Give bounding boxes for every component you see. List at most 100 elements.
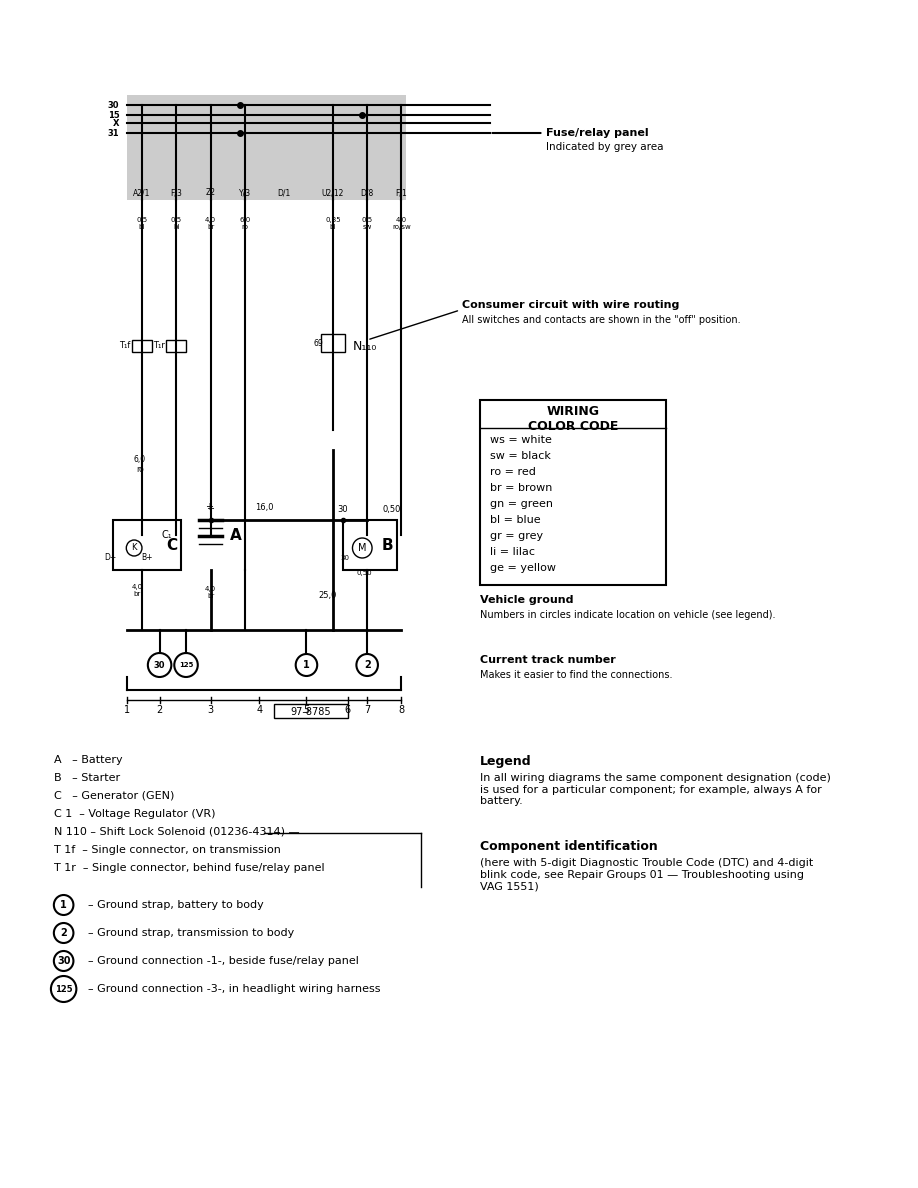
Text: 30: 30 — [57, 956, 71, 966]
Text: Indicated by grey area: Indicated by grey area — [546, 143, 664, 152]
Text: Numbers in circles indicate location on vehicle (see legend).: Numbers in circles indicate location on … — [480, 609, 776, 620]
Text: B+: B+ — [141, 552, 152, 562]
Text: 0,5
bl: 0,5 bl — [171, 217, 182, 230]
Text: T₁r: T₁r — [152, 341, 164, 350]
Text: 8: 8 — [398, 704, 405, 715]
Text: Legend: Legend — [480, 756, 532, 767]
Text: 30: 30 — [108, 101, 119, 109]
Text: – Ground strap, battery to body: – Ground strap, battery to body — [88, 901, 263, 910]
Text: B   – Starter: B – Starter — [54, 773, 120, 783]
Text: B: B — [382, 538, 394, 552]
Text: T₁f: T₁f — [118, 341, 130, 350]
Text: 4: 4 — [256, 704, 263, 715]
Text: WIRING
COLOR CODE: WIRING COLOR CODE — [528, 405, 618, 432]
Text: ro = red: ro = red — [489, 467, 535, 478]
Text: 30: 30 — [338, 505, 348, 514]
Text: 2: 2 — [364, 661, 371, 670]
Text: 125: 125 — [179, 662, 193, 668]
Bar — [342, 520, 397, 570]
Text: Makes it easier to find the connections.: Makes it easier to find the connections. — [480, 670, 672, 680]
Text: 2: 2 — [156, 704, 162, 715]
Text: sw = black: sw = black — [489, 451, 551, 461]
Text: 6,0
ro: 6,0 ro — [134, 455, 146, 474]
Text: li = lilac: li = lilac — [489, 546, 534, 557]
Bar — [132, 340, 151, 352]
Text: 97-8785: 97-8785 — [290, 707, 330, 718]
Text: br = brown: br = brown — [489, 484, 552, 493]
Text: K: K — [131, 543, 137, 552]
Text: 125: 125 — [55, 985, 73, 993]
Text: 5: 5 — [303, 704, 309, 715]
Text: 4,0
br: 4,0 br — [131, 584, 142, 598]
Text: – Ground connection -1-, beside fuse/relay panel: – Ground connection -1-, beside fuse/rel… — [88, 956, 359, 966]
Text: gr = grey: gr = grey — [489, 531, 543, 541]
Text: C₁: C₁ — [162, 530, 173, 541]
Text: 1: 1 — [303, 661, 310, 670]
Text: bl = blue: bl = blue — [489, 516, 540, 525]
Bar — [166, 340, 186, 352]
Text: Y/3: Y/3 — [239, 188, 251, 197]
Text: D+: D+ — [105, 552, 117, 562]
Text: 0,5
sw: 0,5 sw — [362, 217, 373, 230]
Text: D/8: D/8 — [361, 188, 374, 197]
Text: All switches and contacts are shown in the "off" position.: All switches and contacts are shown in t… — [462, 315, 741, 326]
Text: X: X — [113, 119, 119, 127]
Text: 1: 1 — [61, 901, 67, 910]
Text: Fuse/relay panel: Fuse/relay panel — [546, 128, 649, 138]
Bar — [480, 400, 666, 584]
Text: C 1  – Voltage Regulator (VR): C 1 – Voltage Regulator (VR) — [54, 809, 216, 819]
Text: 4,0
br: 4,0 br — [205, 217, 216, 230]
Text: 0,5
bl: 0,5 bl — [137, 217, 148, 230]
Text: C   – Generator (GEN): C – Generator (GEN) — [54, 791, 174, 801]
Bar — [128, 95, 407, 200]
Text: F/3: F/3 — [171, 188, 182, 197]
Text: Z2: Z2 — [206, 188, 216, 197]
Text: T 1r  – Single connector, behind fuse/relay panel: T 1r – Single connector, behind fuse/rel… — [54, 862, 324, 873]
Text: 4,0
br: 4,0 br — [205, 586, 216, 599]
Text: D/1: D/1 — [277, 188, 291, 197]
Text: N₁₁₀: N₁₁₀ — [353, 340, 376, 353]
Bar — [113, 520, 181, 570]
Text: M: M — [358, 543, 366, 552]
Text: 0,35
bl: 0,35 bl — [325, 217, 341, 230]
Text: C: C — [166, 538, 177, 552]
Text: 7: 7 — [364, 704, 370, 715]
Bar — [274, 704, 348, 718]
Text: – Ground connection -3-, in headlight wiring harness: – Ground connection -3-, in headlight wi… — [88, 984, 381, 994]
Bar — [321, 334, 344, 352]
Text: 4,0
ro/sw: 4,0 ro/sw — [392, 217, 411, 230]
Text: A: A — [230, 529, 241, 543]
Text: 2: 2 — [61, 928, 67, 939]
Text: Vehicle ground: Vehicle ground — [480, 595, 573, 605]
Text: Consumer circuit with wire routing: Consumer circuit with wire routing — [462, 301, 679, 310]
Text: 69: 69 — [313, 339, 323, 348]
Text: +: + — [205, 503, 213, 512]
Text: Component identification: Component identification — [480, 840, 657, 853]
Text: 6: 6 — [344, 704, 351, 715]
Text: A   – Battery: A – Battery — [54, 756, 122, 765]
Text: ge = yellow: ge = yellow — [489, 563, 555, 573]
Text: ws = white: ws = white — [489, 435, 552, 446]
Text: 3: 3 — [207, 704, 214, 715]
Text: U2/12: U2/12 — [321, 188, 344, 197]
Text: F/1: F/1 — [396, 188, 408, 197]
Text: – Ground strap, transmission to body: – Ground strap, transmission to body — [88, 928, 295, 939]
Text: Current track number: Current track number — [480, 655, 615, 665]
Text: A2/1: A2/1 — [133, 188, 151, 197]
Text: 30: 30 — [341, 555, 350, 561]
Text: 0,50: 0,50 — [383, 505, 401, 514]
Text: T 1f  – Single connector, on transmission: T 1f – Single connector, on transmission — [54, 845, 281, 855]
Text: N 110 – Shift Lock Solenoid (01236-4314) —: N 110 – Shift Lock Solenoid (01236-4314)… — [54, 827, 299, 838]
Text: 31: 31 — [107, 128, 119, 138]
Text: gn = green: gn = green — [489, 499, 553, 508]
Text: 16,0: 16,0 — [255, 503, 274, 512]
Text: In all wiring diagrams the same component designation (code)
is used for a parti: In all wiring diagrams the same componen… — [480, 773, 831, 807]
Text: 25,0: 25,0 — [319, 590, 337, 600]
Text: 15: 15 — [107, 110, 119, 120]
Text: 1: 1 — [124, 704, 130, 715]
Text: 6,0
ro: 6,0 ro — [240, 217, 251, 230]
Text: (here with 5-digit Diagnostic Trouble Code (DTC) and 4-digit
blink code, see Rep: (here with 5-digit Diagnostic Trouble Co… — [480, 858, 813, 891]
Text: 0,50: 0,50 — [356, 570, 372, 576]
Text: 30: 30 — [154, 661, 165, 670]
Text: +: + — [207, 504, 215, 514]
